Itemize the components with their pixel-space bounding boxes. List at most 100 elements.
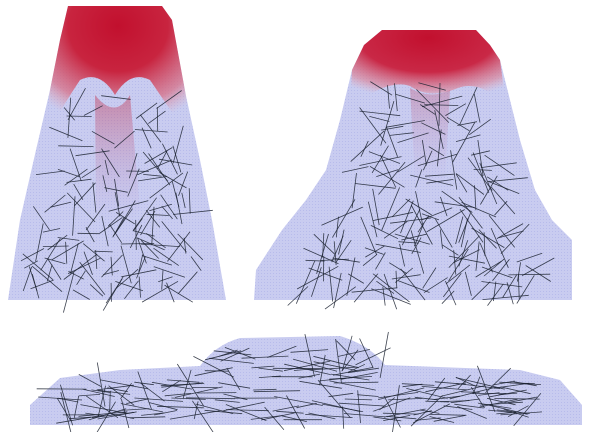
fiber-segment	[424, 173, 454, 177]
fiber-segment	[205, 350, 242, 361]
fiber-segment	[188, 188, 191, 214]
fiber-segment	[82, 388, 115, 397]
fiber-segment	[472, 152, 490, 194]
fiber-segment	[276, 410, 304, 414]
fiber-segment	[204, 409, 243, 415]
fiber-segment	[66, 192, 96, 223]
fiber-segment	[253, 388, 277, 391]
fiber-segment	[483, 232, 486, 256]
fiber-segment	[121, 269, 157, 278]
fiber-segment	[433, 415, 466, 422]
fiber-segment	[160, 383, 205, 387]
fiber-segment	[166, 379, 200, 383]
fiber-segment	[303, 247, 339, 265]
fiber-segment	[166, 282, 175, 303]
fiber-segment	[347, 273, 365, 284]
fiber-segment	[63, 272, 75, 313]
fiber-segment	[397, 132, 429, 143]
fiber-segment	[149, 172, 184, 199]
fiber-segment	[471, 150, 490, 156]
fiber-segment	[399, 243, 405, 267]
fiber-segment	[223, 393, 248, 401]
fiber-segment	[427, 377, 446, 402]
fiber-segment	[135, 219, 137, 250]
fiber-segment	[141, 127, 152, 149]
fiber-segment	[261, 412, 295, 421]
fiber-segment	[418, 82, 446, 91]
fiber-segment	[101, 95, 131, 100]
fiber-segment	[140, 243, 180, 247]
fiber-segment	[121, 408, 150, 411]
fiber-segment	[298, 373, 321, 379]
fiber-segment	[272, 405, 300, 412]
volcano-heat-plume	[410, 88, 450, 188]
fiber-segment	[304, 334, 315, 377]
fiber-segment	[141, 280, 179, 303]
fiber-segment	[138, 176, 167, 182]
fiber-segment	[85, 227, 95, 243]
fiber-segment	[383, 408, 426, 418]
fiber-segment	[83, 251, 93, 275]
fiber-segment	[477, 365, 496, 412]
fiber-segment	[452, 122, 476, 163]
fiber-segment	[329, 376, 373, 380]
fiber-segment	[357, 394, 379, 397]
fiber-segment	[410, 174, 453, 186]
fiber-segment	[445, 264, 471, 285]
fiber-segment	[341, 166, 369, 173]
fiber-segment	[287, 286, 309, 306]
fiber-segment	[139, 114, 162, 143]
fiber-segment	[175, 386, 223, 398]
fiber-segment	[305, 414, 353, 418]
fiber-segment	[110, 413, 135, 419]
fiber-segment	[66, 115, 92, 117]
fiber-segment	[381, 125, 404, 131]
volcano-body	[254, 30, 572, 300]
fiber-segment	[426, 179, 454, 184]
fiber-segment	[479, 398, 518, 408]
fiber-segment	[185, 397, 235, 400]
fiber-segment	[96, 401, 116, 432]
fiber-segment	[177, 233, 204, 261]
fiber-segment	[421, 139, 427, 166]
fiber-segment	[60, 384, 73, 426]
fiber-segment	[78, 411, 128, 417]
fiber-segment	[382, 286, 386, 306]
fiber-segment	[391, 198, 411, 218]
fiber-segment	[330, 373, 370, 381]
fiber-segment	[177, 271, 198, 294]
fiber-segment	[481, 281, 523, 288]
fiber-segment	[421, 386, 468, 391]
fiber-segment	[507, 396, 538, 403]
fiber-segment	[145, 232, 166, 249]
fiber-segment	[445, 280, 457, 306]
fiber-segment	[477, 139, 484, 176]
fiber-segment	[416, 89, 450, 123]
fiber-segment	[57, 237, 80, 241]
fiber-segment	[458, 196, 483, 229]
fiber-segment	[258, 375, 281, 378]
fiber-segment	[142, 151, 168, 182]
panel-flat-slab	[30, 331, 582, 432]
fiber-segment	[421, 95, 463, 108]
fiber-segment	[99, 217, 123, 234]
fiber-segment	[156, 90, 182, 109]
fiber-segment	[441, 244, 459, 256]
fiber-segment	[455, 377, 505, 390]
fiber-segment	[353, 273, 379, 303]
fiber-segment	[46, 264, 53, 282]
fiber-segment	[378, 387, 425, 400]
fiber-segment	[79, 261, 106, 295]
fiber-segment	[35, 223, 44, 262]
fiber-segment	[258, 367, 283, 372]
fiber-segment	[311, 400, 361, 412]
fiber-segment	[137, 238, 147, 264]
fiber-segment	[86, 395, 119, 419]
fiber-segment	[140, 382, 165, 402]
fiber-segment	[400, 268, 426, 301]
fiber-segment	[485, 367, 511, 394]
fiber-segment	[392, 385, 400, 432]
fiber-segment	[455, 173, 485, 195]
fiber-segment	[359, 110, 401, 117]
fiber-segment	[193, 401, 199, 420]
